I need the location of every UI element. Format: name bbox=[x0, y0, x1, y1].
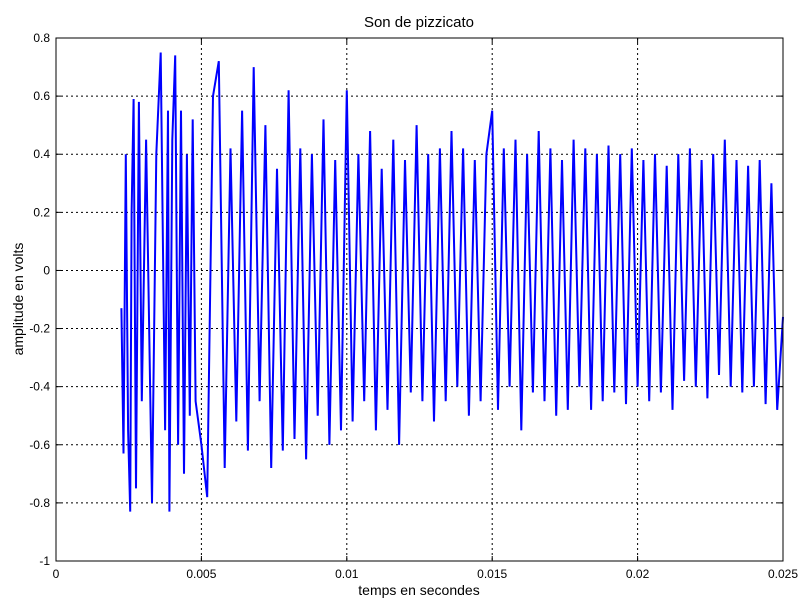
x-tick-label: 0.01 bbox=[335, 567, 359, 581]
y-tick-label: 0.4 bbox=[33, 147, 50, 161]
x-tick-label: 0.015 bbox=[477, 567, 507, 581]
x-tick-label: 0.025 bbox=[768, 567, 798, 581]
x-tick-label: 0.02 bbox=[626, 567, 650, 581]
plot-line-group bbox=[120, 52, 784, 512]
y-tick-label: -0.4 bbox=[29, 380, 50, 394]
x-tick-label: 0 bbox=[53, 567, 60, 581]
chart-title: Son de pizzicato bbox=[364, 14, 474, 31]
y-tick-label: 0.2 bbox=[33, 205, 50, 219]
plot-frame bbox=[55, 37, 784, 562]
ticks: 0 0.005 0.01 0.015 0.02 0.025 0.8 0.6 0.4 0.2 0 -0.… bbox=[29, 31, 798, 581]
y-tick-label: 0.8 bbox=[33, 31, 50, 45]
y-tick-label: 0.6 bbox=[33, 89, 50, 103]
y-tick-label: -0.8 bbox=[29, 496, 50, 510]
y-tick-label: -0.6 bbox=[29, 438, 50, 452]
x-tick-label: 0.005 bbox=[186, 567, 216, 581]
series-line bbox=[120, 52, 784, 512]
x-axis-label: temps en secondes bbox=[358, 582, 479, 598]
y-tick-label: -1 bbox=[39, 554, 50, 568]
y-tick-label: -0.2 bbox=[29, 322, 50, 336]
y-tick-label: 0 bbox=[43, 263, 50, 277]
y-axis-label: amplitude en volts bbox=[10, 243, 26, 356]
